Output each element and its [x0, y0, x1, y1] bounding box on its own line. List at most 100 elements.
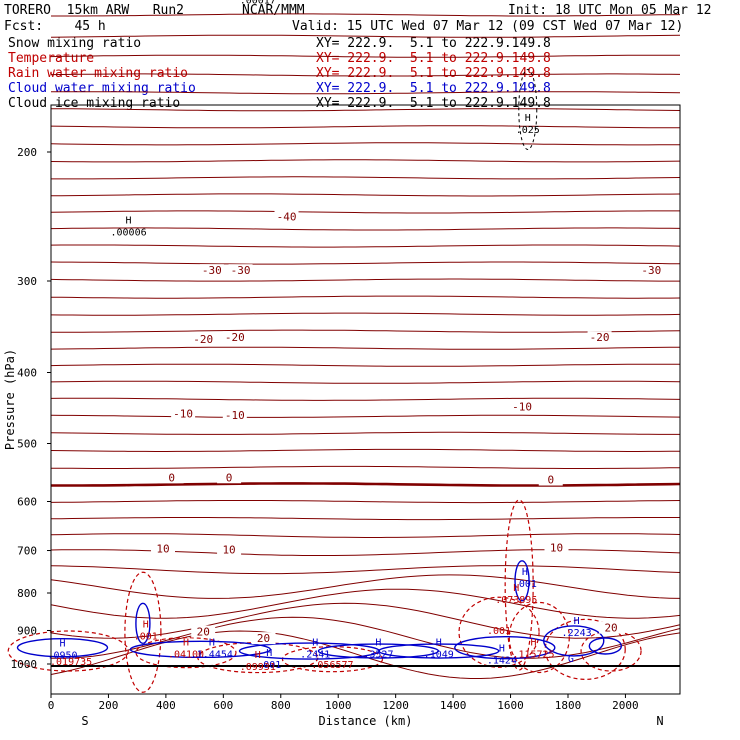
isotherm-label-bg	[587, 331, 612, 344]
isotherm-label-bg	[191, 332, 216, 345]
y-tick-label: 300	[17, 275, 37, 288]
isotherm-line	[50, 261, 681, 265]
rain-contour	[7, 630, 129, 672]
isotherm-line	[50, 602, 681, 639]
isotherm-label: 20	[604, 622, 617, 635]
high-marker: H	[531, 638, 537, 649]
extremum-value-label: .073895	[495, 595, 537, 606]
cloud-water-contour	[16, 637, 109, 658]
high-marker: H	[574, 616, 580, 627]
x-tick-label: 1600	[497, 699, 524, 712]
x-tick-label: 0	[48, 699, 55, 712]
isotherm-line	[50, 210, 680, 214]
high-marker: H	[59, 639, 65, 650]
isotherm-line	[50, 380, 681, 384]
extremum-value-label: .1.4454	[191, 650, 233, 661]
x-tick-label: 2000	[612, 699, 639, 712]
isotherm-line	[50, 346, 680, 350]
isotherm-line	[50, 159, 681, 163]
isotherm-label: -20	[590, 331, 610, 344]
extremum-value-label: .1424	[487, 656, 517, 667]
extremum-value-label: .09931	[240, 662, 276, 673]
high-marker: H	[209, 638, 215, 649]
extremum-value-label: .0950	[47, 651, 77, 662]
isotherm-line	[50, 227, 681, 231]
extremum-value-label: .3527	[363, 650, 393, 661]
isotherm-line	[50, 414, 681, 418]
isotherm-line	[51, 176, 681, 180]
x-tick-label: 600	[213, 699, 233, 712]
isotherm-label: -30	[641, 264, 661, 277]
isotherm-line	[50, 142, 681, 146]
cloud-water-contour	[238, 642, 381, 660]
extremum-value-label: .025	[516, 125, 540, 136]
y-tick-label: 1000	[11, 658, 38, 671]
y-tick-label: 200	[17, 146, 37, 159]
legend-snow-xy: XY= 222.9. 5.1 to 222.9.149.8	[316, 36, 551, 51]
isotherm-label-bg	[222, 331, 247, 344]
isotherm-label: -10	[225, 409, 245, 422]
cloud-water-contour	[588, 637, 623, 655]
legend-temperature-xy: XY= 222.9. 5.1 to 222.9.149.8	[316, 51, 551, 66]
extremum-value-label: .019735	[50, 657, 92, 668]
x-axis-title: Distance (km)	[319, 714, 413, 728]
isotherm-line	[50, 500, 681, 504]
extremum-value-label: .115725	[512, 650, 554, 661]
extremum-value-label: G	[568, 654, 574, 665]
south-label: S	[81, 714, 88, 728]
isotherm-label-bg	[538, 473, 563, 486]
extremum-value-label: .04100	[168, 650, 204, 661]
legend-snow-label: Snow mixing ratio	[8, 36, 142, 51]
high-marker: H	[126, 215, 132, 226]
extremum-value-label: .001	[513, 579, 537, 590]
rain-contour	[135, 637, 237, 669]
y-axis-title: Pressure (hPa)	[3, 349, 17, 450]
rain-contour	[458, 596, 540, 668]
high-marker: H	[312, 638, 318, 649]
isotherm-line	[50, 278, 680, 282]
rain-contour	[281, 646, 384, 673]
isotherm-line	[50, 588, 681, 619]
isotherm-label-bg	[191, 625, 216, 638]
legend-cloud-ice-label: Cloud ice mixing ratio	[8, 96, 181, 111]
north-label: N	[656, 714, 663, 728]
isotherm-label-bg	[159, 471, 184, 484]
isotherm-label-bg	[217, 471, 242, 484]
extremum-value-label: .00017	[240, 0, 276, 6]
x-tick-label: 1000	[325, 699, 352, 712]
y-tick-label: 600	[17, 495, 37, 508]
isotherm-line	[51, 329, 681, 333]
isotherm-label: 0	[168, 471, 175, 484]
isotherm-label: -30	[231, 264, 251, 277]
extremum-value-label: .2243	[562, 628, 592, 639]
isotherm-label: 10	[156, 543, 169, 556]
isotherm-label: 20	[257, 632, 270, 645]
high-marker: H	[266, 648, 272, 659]
isotherm-line	[50, 533, 681, 538]
extremum-value-label: .00006	[110, 227, 146, 238]
isotherm-line	[51, 482, 681, 487]
legend-temperature-label: Temperature	[8, 51, 95, 66]
legend-rain-label: Rain water mixing ratio	[8, 66, 189, 81]
isotherm-line	[50, 54, 680, 58]
x-tick-label: 1800	[555, 699, 582, 712]
high-marker: H	[375, 638, 381, 649]
high-marker: H	[499, 644, 505, 655]
y-tick-label: 400	[17, 367, 37, 380]
rain-contour	[544, 618, 626, 680]
isotherm-label-bg	[510, 400, 535, 413]
rain-contour	[508, 601, 570, 674]
isotherm-label-bg	[151, 542, 176, 555]
high-marker: H	[513, 583, 519, 594]
isotherm-label: 10	[222, 544, 235, 557]
isotherm-line	[50, 630, 681, 679]
isotherm-label: 0	[547, 474, 554, 487]
isotherm-label: 0	[226, 471, 233, 484]
isotherm-line	[50, 91, 681, 95]
isotherm-line	[50, 448, 680, 452]
forecast-hour: Fcst: 45 h	[4, 19, 106, 34]
x-tick-label: 400	[156, 699, 176, 712]
isotherm-label: 10	[550, 541, 563, 554]
isotherm-label-bg	[171, 407, 196, 420]
isotherm-line	[50, 73, 681, 77]
